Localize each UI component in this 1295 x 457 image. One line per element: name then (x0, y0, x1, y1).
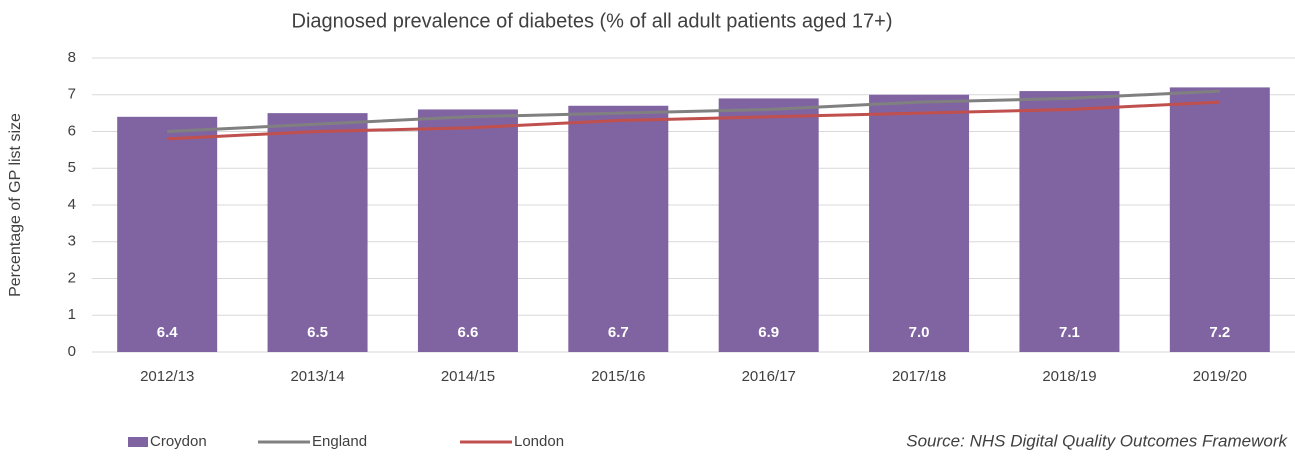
legend-label: London (514, 433, 564, 450)
data-label: 7.2 (1209, 324, 1230, 341)
bar (117, 116, 218, 352)
bar (267, 113, 368, 352)
data-label: 6.7 (608, 324, 629, 341)
x-tick-label: 2014/15 (441, 368, 495, 385)
line (167, 100, 1220, 141)
y-tick-label: 3 (68, 233, 76, 250)
line (167, 89, 1220, 133)
data-label: 6.5 (307, 324, 328, 341)
bar (1169, 87, 1270, 353)
bar (869, 94, 970, 352)
x-tick-label: 2019/20 (1193, 368, 1247, 385)
data-label: 6.6 (458, 324, 479, 341)
bar (1019, 91, 1120, 352)
y-tick-label: 8 (68, 49, 76, 66)
y-tick-label: 1 (68, 306, 76, 323)
x-tick-label: 2017/18 (892, 368, 946, 385)
bar (568, 105, 669, 353)
x-tick-label: 2018/19 (1042, 368, 1096, 385)
x-tick-label: 2016/17 (742, 368, 796, 385)
legend-swatch (128, 437, 148, 447)
y-tick-label: 6 (68, 122, 76, 139)
y-axis-label: Percentage of GP list size (7, 113, 24, 297)
y-tick-label: 7 (68, 86, 76, 103)
x-tick-label: 2013/14 (290, 368, 344, 385)
data-label: 6.4 (157, 324, 179, 341)
y-tick-label: 4 (68, 196, 76, 213)
legend-label: England (312, 433, 367, 450)
data-label: 7.1 (1059, 324, 1080, 341)
source: Source: NHS Digital Quality Outcomes Fra… (906, 431, 1288, 450)
y-tick-label: 2 (68, 269, 76, 286)
x-tick-label: 2012/13 (140, 368, 194, 385)
y-tick-label: 0 (68, 343, 76, 360)
data-label: 6.9 (758, 324, 779, 341)
y-tick-label: 5 (68, 159, 76, 176)
x-tick-label: 2015/16 (591, 368, 645, 385)
bar (718, 98, 819, 352)
legend-label: Croydon (150, 433, 207, 450)
chart-title: Diagnosed prevalence of diabetes (% of a… (292, 10, 893, 32)
bar (417, 109, 518, 352)
data-label: 7.0 (909, 324, 930, 341)
